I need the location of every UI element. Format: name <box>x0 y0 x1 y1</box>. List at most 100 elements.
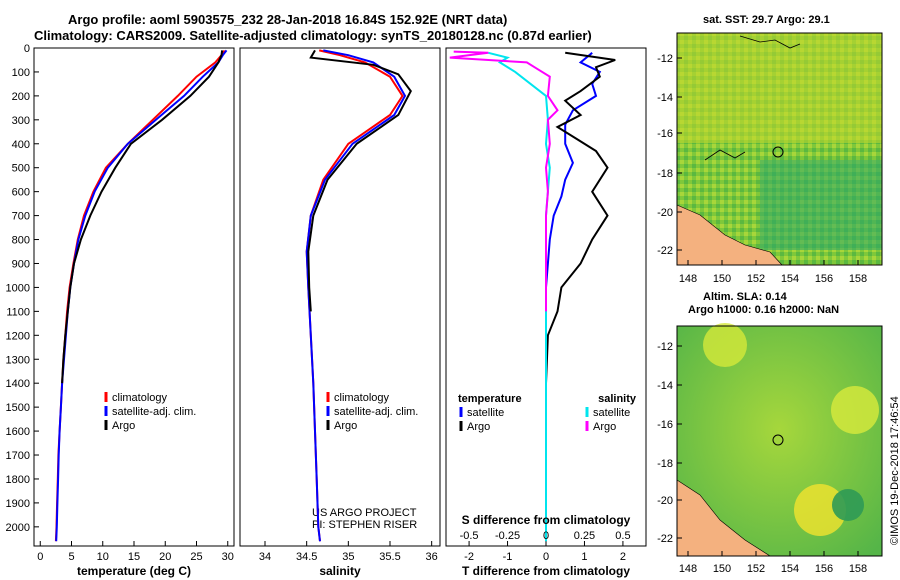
plot-title-line1: Argo profile: aoml 5903575_232 28-Jan-20… <box>68 12 508 27</box>
sla-lat-tick-label: -12 <box>657 341 673 353</box>
depth-tick-label: 1500 <box>6 402 30 414</box>
salinity-panel-frame <box>239 47 441 547</box>
sst-lat-tick-label: -12 <box>657 53 673 65</box>
sla-high-region <box>703 323 747 367</box>
depth-tick-label: 200 <box>12 91 30 103</box>
sla-lon-tick-label: 152 <box>747 563 765 575</box>
series-line-s-argo <box>449 50 559 312</box>
plot-title-line2: Climatology: CARS2009. Satellite-adjuste… <box>34 28 592 43</box>
legend-label: satellite <box>593 407 630 419</box>
x-tick-label: 34 <box>259 551 271 563</box>
legend-label: satellite <box>467 407 504 419</box>
sla-lon-tick-label: 158 <box>849 563 867 575</box>
sla-lat-tick-label: -20 <box>657 495 673 507</box>
depth-tick-label: 1600 <box>6 426 30 438</box>
x2-tick-label: -0.5 <box>460 530 479 542</box>
sla-map-title-line2: Argo h1000: 0.16 h2000: NaN <box>688 304 840 316</box>
series-line-climatology <box>54 49 226 542</box>
depth-tick-label: 1800 <box>6 474 30 486</box>
credit-pi: PI: STEPHEN RISER <box>312 519 418 531</box>
sst-float-marker <box>772 146 784 158</box>
sla-map-title-line1: Altim. SLA: 0.14 <box>703 291 787 303</box>
sst-lat-tick-label: -16 <box>657 128 673 140</box>
sst-map-frame <box>676 32 883 266</box>
x2-axis-label: S difference from climatology <box>462 513 631 527</box>
depth-tick-label: 600 <box>12 187 30 199</box>
credit-project: US ARGO PROJECT <box>312 507 417 519</box>
legend-title-temperature: temperature <box>458 393 522 405</box>
sla-map-frame <box>676 325 883 557</box>
sst-lon-tick-label: 150 <box>713 273 731 285</box>
depth-tick-label: 400 <box>12 139 30 151</box>
x2-tick-label: 0 <box>543 530 549 542</box>
sst-warm-region <box>677 33 882 143</box>
sla-map <box>676 323 883 557</box>
temperature-panel-frame <box>33 47 235 547</box>
x-tick-label: 35.5 <box>379 551 400 563</box>
x-tick-label: 36 <box>426 551 438 563</box>
sla-lat-tick-label: -14 <box>657 380 673 392</box>
legend-label: satellite-adj. clim. <box>112 406 196 418</box>
sla-lon-tick-label: 154 <box>781 563 799 575</box>
sst-reef-outline <box>739 35 801 49</box>
legend-label: climatology <box>112 392 168 404</box>
sst-map-title: sat. SST: 29.7 Argo: 29.1 <box>703 14 830 26</box>
x-axis-label: temperature (deg C) <box>77 564 191 578</box>
sst-lat-tick-label: -22 <box>657 245 673 257</box>
x2-tick-label: -0.25 <box>495 530 520 542</box>
sla-high-region-3 <box>794 484 846 536</box>
sst-lon-tick-label: 154 <box>781 273 799 285</box>
series-line-argo <box>307 49 412 312</box>
sst-reef-outline-2 <box>704 149 746 161</box>
series-line-t-argo <box>545 51 616 384</box>
sst-lon-tick-label: 148 <box>679 273 697 285</box>
sst-lon-tick-label: 158 <box>849 273 867 285</box>
legend-label: Argo <box>467 421 490 433</box>
depth-tick-label: 900 <box>12 258 30 270</box>
x-tick-label: 10 <box>97 551 109 563</box>
x-tick-label: 0 <box>543 551 549 563</box>
series-line-satellite-adj-clim- <box>55 49 228 542</box>
x-tick-label: 20 <box>159 551 171 563</box>
sst-lat-tick-label: -18 <box>657 168 673 180</box>
depth-tick-label: 0 <box>24 43 30 55</box>
x-tick-label: -1 <box>503 551 513 563</box>
x-tick-label: 5 <box>68 551 74 563</box>
x-tick-label: -2 <box>464 551 474 563</box>
sst-lat-tick-label: -20 <box>657 207 673 219</box>
depth-tick-label: 2000 <box>6 522 30 534</box>
x-tick-label: 35 <box>342 551 354 563</box>
series-line-argo <box>61 50 224 384</box>
x2-tick-label: 0.5 <box>615 530 630 542</box>
sla-lat-tick-label: -18 <box>657 458 673 470</box>
depth-tick-label: 700 <box>12 211 30 223</box>
depth-tick-label: 800 <box>12 235 30 247</box>
depth-tick-label: 1000 <box>6 282 30 294</box>
sst-cool-region <box>760 160 882 250</box>
legend-label: Argo <box>334 420 357 432</box>
depth-tick-label: 300 <box>12 115 30 127</box>
legend-label: Argo <box>112 420 135 432</box>
sst-lon-tick-label: 156 <box>815 273 833 285</box>
sla-lat-tick-label: -22 <box>657 533 673 545</box>
depth-tick-label: 1300 <box>6 354 30 366</box>
series-line-climatology <box>305 49 404 542</box>
depth-tick-label: 1700 <box>6 450 30 462</box>
sla-lat-tick-label: -16 <box>657 419 673 431</box>
x-tick-label: 15 <box>128 551 140 563</box>
depth-tick-label: 100 <box>12 67 30 79</box>
depth-tick-label: 1100 <box>6 306 30 318</box>
legend-label: satellite-adj. clim. <box>334 406 418 418</box>
series-line-satellite-adj-clim- <box>305 49 407 542</box>
x-tick-label: 30 <box>222 551 234 563</box>
x2-tick-label: 0.25 <box>574 530 595 542</box>
depth-tick-label: 1200 <box>6 330 30 342</box>
series-line-t-satellite <box>545 52 602 312</box>
depth-tick-label: 1900 <box>6 498 30 510</box>
depth-tick-label: 1400 <box>6 378 30 390</box>
sst-lat-tick-label: -14 <box>657 92 673 104</box>
x-tick-label: 0 <box>37 551 43 563</box>
sla-high-region-2 <box>831 386 879 434</box>
sla-float-marker <box>772 434 784 446</box>
legend-label: climatology <box>334 392 390 404</box>
